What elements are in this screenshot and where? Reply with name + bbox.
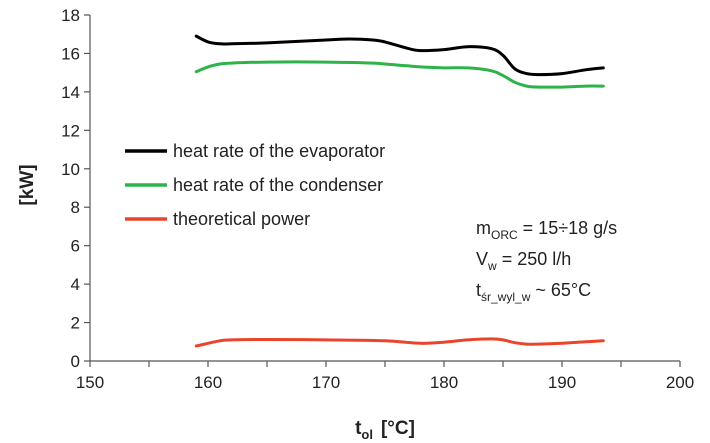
annotation-line: mORC = 15÷18 g/s (476, 218, 617, 242)
legend-label: theoretical power (173, 209, 310, 229)
y-tick-label: 6 (71, 237, 80, 256)
y-tick-label: 18 (61, 6, 80, 25)
x-axis-title: tol [°C] (355, 418, 415, 442)
legend-label: heat rate of the evaporator (173, 141, 385, 161)
y-tick-label: 14 (61, 83, 80, 102)
x-tick-label: 150 (76, 373, 104, 392)
x-axis-title-symbol: t (355, 418, 362, 439)
x-tick-label: 200 (666, 373, 694, 392)
annotation-line: Vw = 250 l/h (476, 249, 571, 273)
annotation-block: mORC = 15÷18 g/s Vw = 250 l/h tśr_wyl_w ~ … (476, 218, 617, 304)
y-tick-label: 10 (61, 160, 80, 179)
y-tick-label: 12 (61, 121, 80, 140)
series-line-1 (194, 34, 605, 77)
y-tick-label: 0 (71, 352, 80, 371)
x-tick-label: 190 (548, 373, 576, 392)
x-axis-title-subscript: ol (361, 427, 373, 442)
y-axis: 0 2 4 6 8 10 12 14 16 18 (61, 6, 90, 371)
x-axis-title-unit: [°C] (381, 418, 415, 439)
annotation-line: tśr_wyl_w ~ 65°C (476, 280, 591, 304)
series-line-3 (194, 337, 605, 348)
y-tick-label: 8 (71, 198, 80, 217)
y-axis-title: [kW] (17, 164, 38, 205)
legend-label: heat rate of the condenser (173, 175, 383, 195)
x-tick-label: 180 (430, 373, 458, 392)
legend: heat rate of the evaporator heat rate of … (125, 141, 385, 229)
y-tick-label: 16 (61, 44, 80, 63)
x-axis: 150 160 170 180 190 200 (76, 361, 694, 392)
y-tick-label: 4 (71, 275, 80, 294)
x-tick-label: 160 (194, 373, 222, 392)
y-tick-label: 2 (71, 314, 80, 333)
x-tick-label: 170 (312, 373, 340, 392)
series-line-2 (194, 60, 605, 89)
series-layer (194, 34, 605, 348)
